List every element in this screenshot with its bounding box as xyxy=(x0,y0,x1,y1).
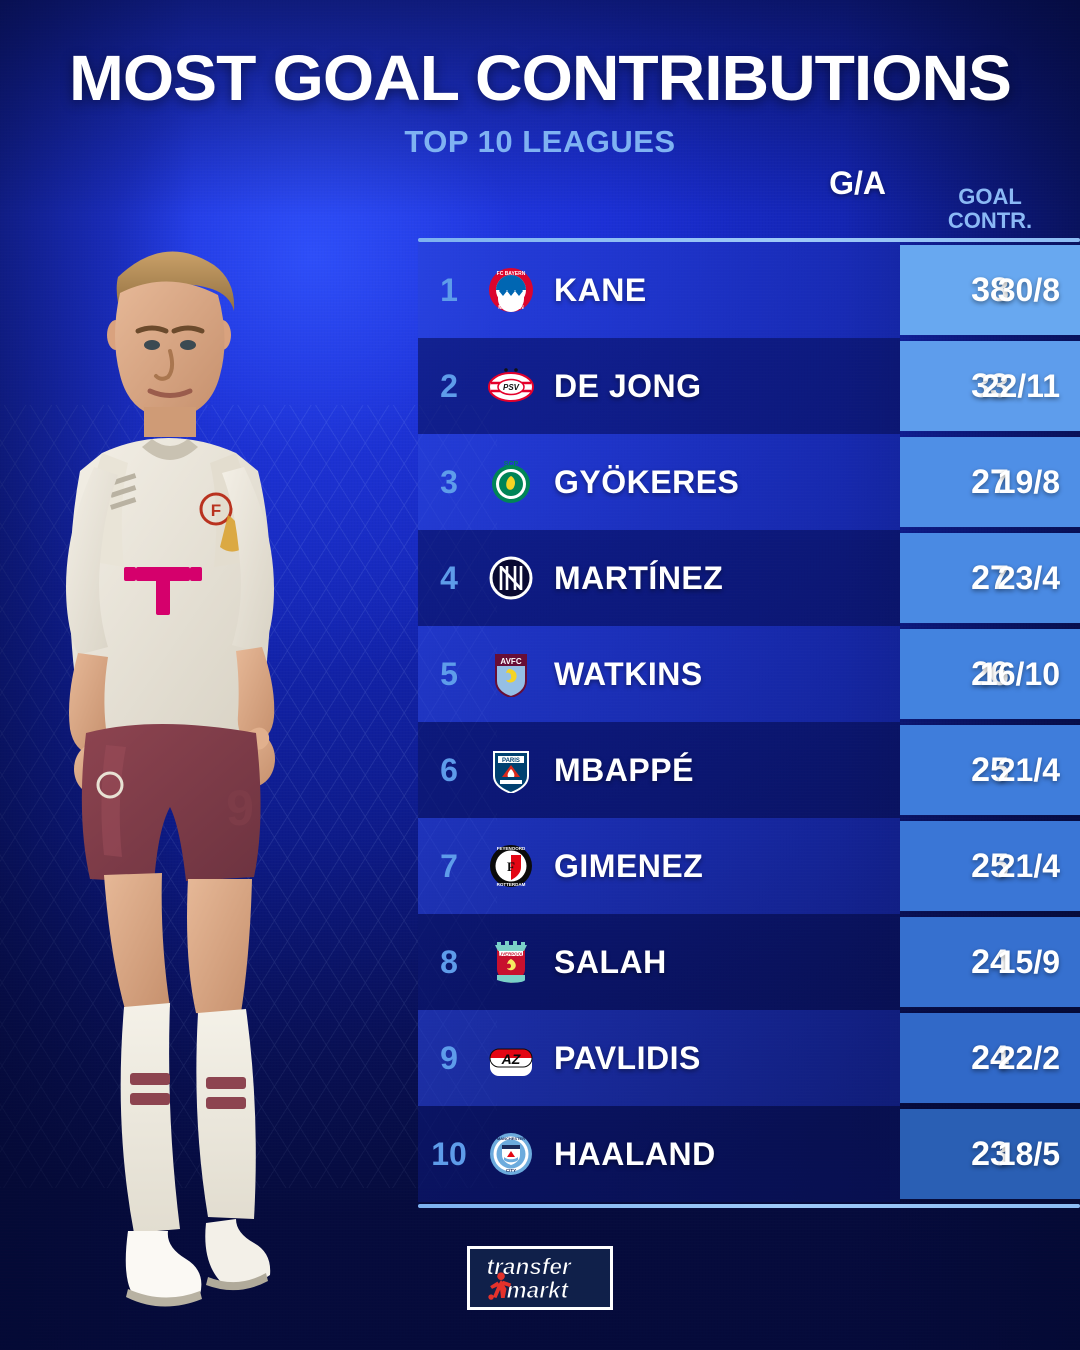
transfermarkt-logo[interactable]: transfer markt xyxy=(467,1246,613,1310)
table-bottom-rule xyxy=(418,1204,1080,1208)
player-name: GYÖKERES xyxy=(554,463,740,500)
player-name: WATKINS xyxy=(554,655,703,692)
goal-contributions-value: 24 xyxy=(900,917,1080,1007)
goals-assists-value: 21/4 xyxy=(997,751,1060,788)
goal-contributions-value: 24 xyxy=(900,1013,1080,1103)
player-name: MBAPPÉ xyxy=(554,751,694,788)
table-top-rule xyxy=(418,238,1080,242)
rank-number: 7 xyxy=(440,847,458,884)
goals-assists-value: 18/5 xyxy=(997,1135,1060,1172)
rank-number: 8 xyxy=(440,943,458,980)
page-subtitle: TOP 10 LEAGUES xyxy=(404,124,676,159)
goal-contributions-value: 26 xyxy=(900,629,1080,719)
club-crest-psv-crest: PSV xyxy=(480,363,542,409)
table-row[interactable]: 9 AZ PAVLIDIS 22/2 24 xyxy=(418,1010,1080,1106)
table-row[interactable]: 7 F FEYENOORD ROTTERDAM GIMENEZ 21/4 25 xyxy=(418,818,1080,914)
column-header-goal-contributions: GOAL CONTR. xyxy=(900,183,1080,234)
rank-number: 5 xyxy=(440,655,458,692)
player-name: KANE xyxy=(554,271,647,308)
column-headers: G/A GOAL CONTR. xyxy=(418,165,1080,238)
player-name: MARTÍNEZ xyxy=(554,559,724,596)
svg-text:PARIS: PARIS xyxy=(502,758,520,764)
rank-number: 10 xyxy=(431,1135,467,1172)
goal-contributions-value: 38 xyxy=(900,245,1080,335)
table-row[interactable]: 1 FC BAYERN MÜNCHEN KANE 30/8 38 xyxy=(418,242,1080,338)
club-crest-liverpool-crest: LIVERPOOL xyxy=(480,939,542,985)
player-name: GIMENEZ xyxy=(554,847,704,884)
goals-assists-value: 21/4 xyxy=(997,847,1060,884)
svg-text:CITY: CITY xyxy=(506,1168,516,1173)
club-crest-feyenoord-crest: F FEYENOORD ROTTERDAM xyxy=(480,843,542,889)
table-row[interactable]: 8 LIVERPOOL SALAH 15/9 24 xyxy=(418,914,1080,1010)
svg-text:F: F xyxy=(507,859,515,874)
svg-text:AZ: AZ xyxy=(501,1051,521,1067)
page-title: MOST GOAL CONTRIBUTIONS xyxy=(69,42,1012,114)
rank-number: 3 xyxy=(440,463,458,500)
column-header-ga: G/A xyxy=(829,165,886,201)
table-row[interactable]: 6 PARIS MBAPPÉ 21/4 25 xyxy=(418,722,1080,818)
goal-contributions-value: 33 xyxy=(900,341,1080,431)
club-crest-inter-crest xyxy=(480,555,542,601)
ranking-table: G/A GOAL CONTR. 1 FC BAYERN MÜNCHEN KANE 30/… xyxy=(418,165,1080,1208)
table-row[interactable]: 4 MARTÍNEZ 23/4 27 xyxy=(418,530,1080,626)
header: MOST GOAL CONTRIBUTIONS TOP 10 LEAGUES xyxy=(0,0,1080,157)
svg-text:MÜNCHEN: MÜNCHEN xyxy=(498,304,524,311)
goals-assists-value: 22/11 xyxy=(981,367,1060,404)
goal-contributions-value: 25 xyxy=(900,821,1080,911)
rank-number: 6 xyxy=(440,751,458,788)
table-row[interactable]: 3 SCP GYÖKERES 19/8 27 xyxy=(418,434,1080,530)
player-name: HAALAND xyxy=(554,1135,716,1172)
rank-number: 1 xyxy=(440,271,458,308)
svg-text:markt: markt xyxy=(506,1277,569,1303)
player-photo-harry-kane: F 9 xyxy=(10,185,430,1345)
column-header-gc-line2: CONTR. xyxy=(947,208,1033,234)
club-crest-az-crest: AZ xyxy=(480,1035,542,1081)
rank-number: 4 xyxy=(440,559,458,596)
svg-text:9: 9 xyxy=(226,780,254,836)
player-name: SALAH xyxy=(554,943,667,980)
goals-assists-value: 22/2 xyxy=(997,1039,1060,1076)
rank-number: 9 xyxy=(440,1039,458,1076)
goals-assists-value: 15/9 xyxy=(997,943,1060,980)
rank-number: 2 xyxy=(440,367,458,404)
goal-contributions-value: 23 xyxy=(900,1109,1080,1199)
svg-text:AVFC: AVFC xyxy=(500,657,521,666)
svg-text:MANCHESTER: MANCHESTER xyxy=(497,1136,525,1141)
goals-assists-value: 23/4 xyxy=(997,559,1060,596)
goal-contributions-value: 27 xyxy=(900,437,1080,527)
player-name: PAVLIDIS xyxy=(554,1039,701,1076)
table-rows: 1 FC BAYERN MÜNCHEN KANE 30/8 38 2 PSV DE JONG 22… xyxy=(418,242,1080,1202)
svg-text:ROTTERDAM: ROTTERDAM xyxy=(497,882,526,887)
goals-assists-value: 16/10 xyxy=(979,655,1060,692)
goals-assists-value: 30/8 xyxy=(997,271,1060,308)
svg-text:F: F xyxy=(211,501,221,520)
club-crest-astonvilla-crest: AVFC xyxy=(480,651,542,697)
table-row[interactable]: 10 MANCHESTER CITY HAALAND 18/5 23 xyxy=(418,1106,1080,1202)
column-header-gc-line1: GOAL xyxy=(958,183,1022,209)
goals-assists-value: 19/8 xyxy=(997,463,1060,500)
player-name: DE JONG xyxy=(554,367,702,404)
svg-text:FC BAYERN: FC BAYERN xyxy=(497,271,526,277)
goal-contributions-value: 27 xyxy=(900,533,1080,623)
club-crest-bayern-crest: FC BAYERN MÜNCHEN xyxy=(480,267,542,313)
footer: transfer markt xyxy=(0,1246,1080,1310)
svg-text:PSV: PSV xyxy=(503,383,520,392)
table-row[interactable]: 2 PSV DE JONG 22/11 33 xyxy=(418,338,1080,434)
svg-text:SCP: SCP xyxy=(504,461,519,468)
goal-contributions-value: 25 xyxy=(900,725,1080,815)
club-crest-mancity-crest: MANCHESTER CITY xyxy=(480,1131,542,1177)
table-row[interactable]: 5 AVFC WATKINS 16/10 26 xyxy=(418,626,1080,722)
svg-text:FEYENOORD: FEYENOORD xyxy=(497,846,526,851)
svg-text:LIVERPOOL: LIVERPOOL xyxy=(498,951,524,956)
club-crest-psg-crest: PARIS xyxy=(480,747,542,793)
club-crest-sporting-crest: SCP xyxy=(480,459,542,505)
